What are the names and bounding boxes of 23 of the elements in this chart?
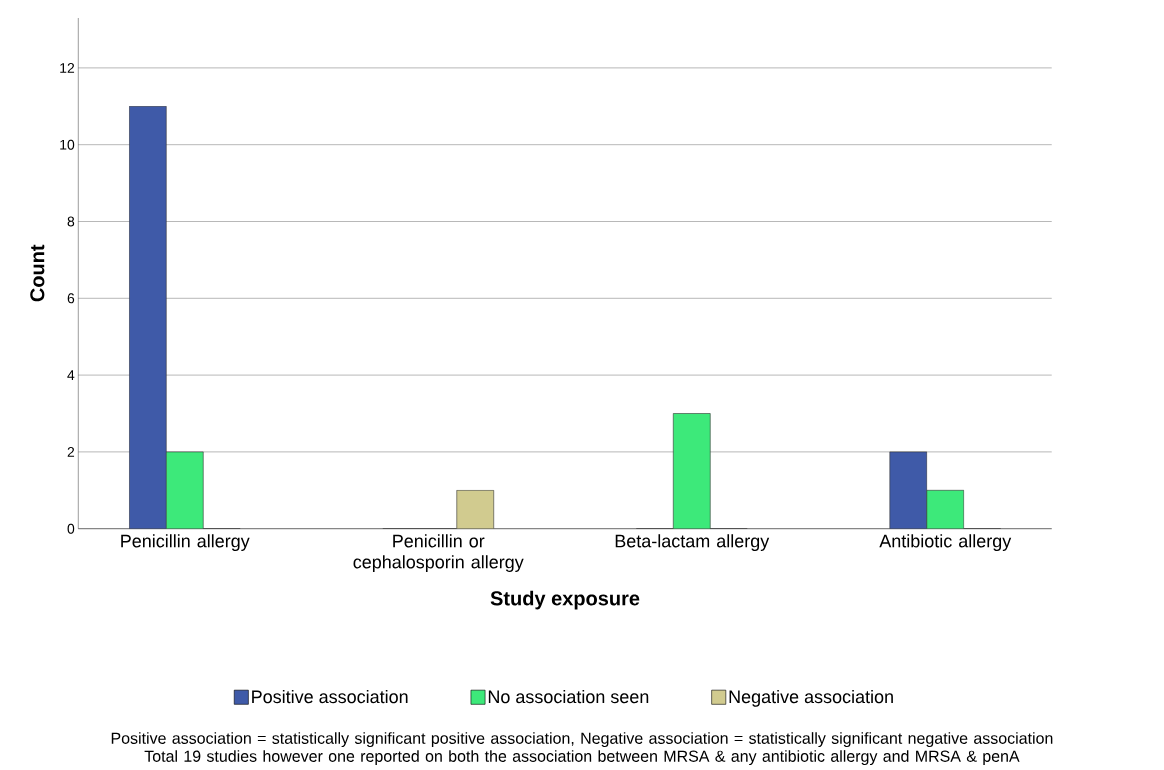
y-tick-label: 8 [67, 216, 75, 227]
x-tick-label: Antibiotic allergy [879, 534, 1012, 552]
bar [889, 451, 928, 529]
y-tick-label: 10 [60, 139, 75, 150]
text: Positive association = statistically significant positive association, Negative association = statistically significant negative association Total 19 studies however one reported on both the association between MRSA & any antibiotic allergy and MRSA & penA [111, 732, 1053, 766]
bar [128, 106, 167, 529]
x-tick-label: Penicillin or cephalosporin allergy [353, 534, 524, 573]
y-tick-label: 2 [67, 447, 75, 457]
x-tick-label: Penicillin allergy [121, 534, 250, 552]
y-axis-title: Count [30, 244, 45, 302]
x-axis-title: Study exposure [490, 591, 640, 610]
x-tick-label: Beta-lactam allergy [615, 534, 770, 552]
bar [926, 490, 965, 529]
bar [672, 413, 711, 529]
legend-label: Positive association [252, 690, 408, 704]
bar [165, 451, 204, 529]
y-tick-label: 0 [67, 523, 75, 534]
bar [456, 490, 495, 529]
legend-label: Negative association [729, 690, 893, 707]
y-tick-label: 4 [67, 370, 75, 381]
y-tick-label: 12 [60, 63, 75, 74]
y-tick-label: 6 [67, 293, 75, 304]
legend-label: No association seen [488, 690, 649, 704]
